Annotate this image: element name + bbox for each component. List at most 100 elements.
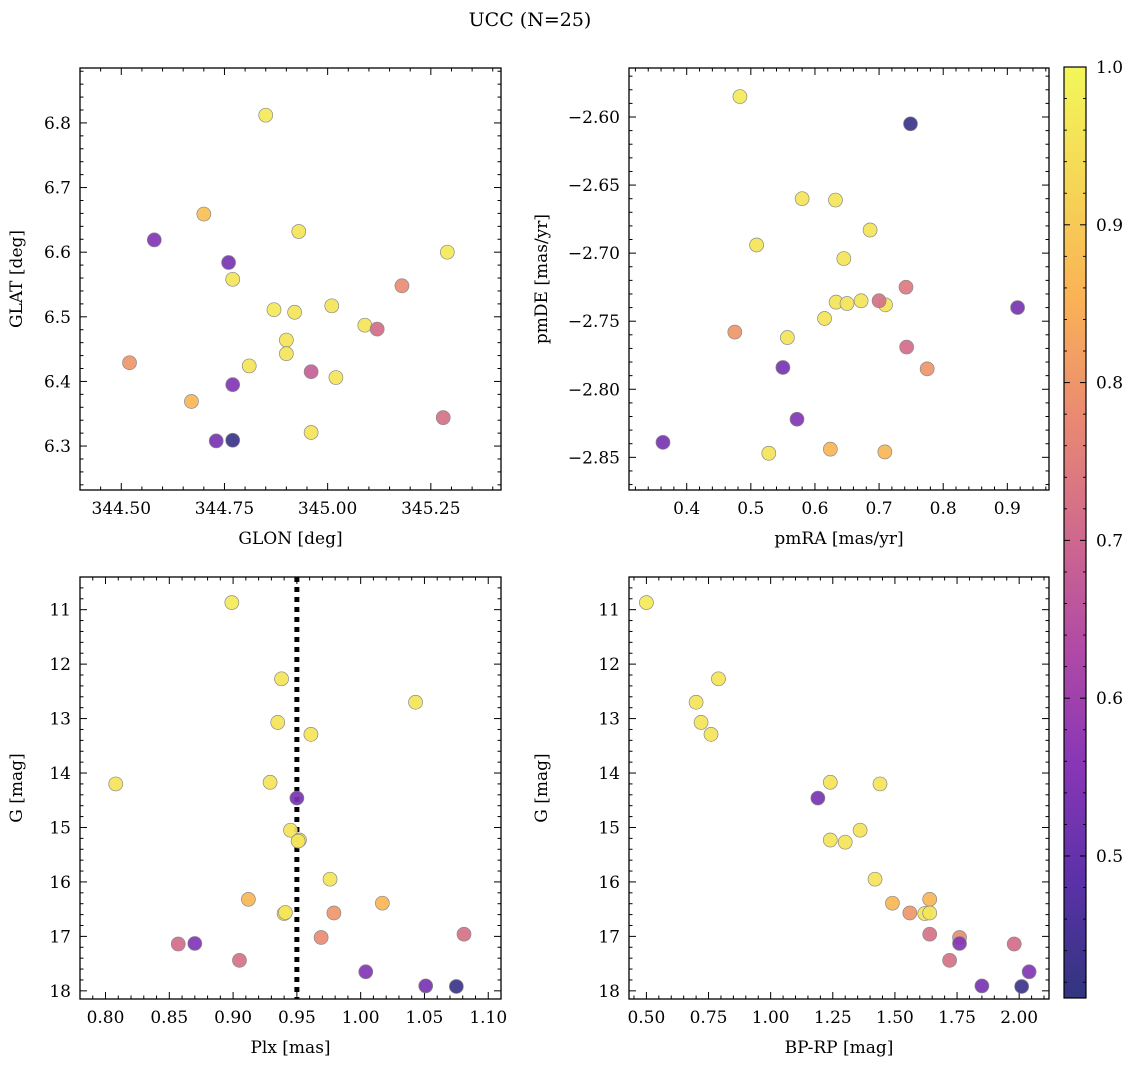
panel-pmra-pmde: 0.4 0.5 0.6 0.7 0.8 0.9 −2.85 −2.80 −2.75 −2.70 −2… [532,67,1050,549]
y-tick-label: −2.75 [568,312,620,332]
x-tick-label: 1.00 [752,1008,790,1028]
scatter-point [358,964,374,980]
colorbar-tick-label: 0.8 [1096,374,1123,394]
y-axis-label: G [mag] [7,753,27,822]
y-axis-label: pmDE [mas/yr] [532,214,552,344]
y-tick-label: −2.60 [568,108,620,128]
scatter-point [303,727,319,742]
scatter-point [780,330,795,345]
scatter-point [922,905,938,921]
scatter-point [836,251,852,266]
scatter-point [828,192,843,208]
scatter-point [1021,964,1037,980]
y-tick-label: 16 [49,873,71,893]
x-axis-label: Plx [mas] [250,1038,330,1058]
x-tick-label: 344.50 [92,499,151,519]
scatter-point [898,279,914,295]
scatter-point [749,237,764,253]
scatter-point [291,224,307,239]
scatter-point [258,107,274,123]
y-tick-label: 17 [49,927,71,947]
scatter-point [862,222,878,238]
scatter-point [279,332,294,348]
x-tick-label: 0.85 [150,1008,188,1028]
panel-glon-glat: 344.50 344.75 345.00 345.25 6.3 6.4 6.5 6.6 6.7 6… [7,67,502,549]
y-axis-label: G [mag] [532,753,552,822]
x-tick-label: 1.00 [342,1008,380,1028]
y-tick-label: −2.85 [568,448,620,468]
y-tick-label: 6.3 [44,437,71,457]
x-axis-label: BP-RP [mag] [785,1038,894,1058]
scatter-point [418,978,434,994]
scatter-point [313,930,329,945]
scatter-point [232,952,247,968]
scatter-point [727,324,743,340]
x-tick-label: 1.75 [938,1008,976,1028]
colorbar-tick-label: 0.6 [1096,689,1123,709]
scatter-point [732,89,748,104]
y-axis-label: GLAT [deg] [7,230,27,328]
y-tick-label: 15 [598,818,620,838]
scatter-point [394,278,410,294]
scatter-point [303,425,319,440]
scatter-point [794,191,810,207]
scatter-point [274,671,289,687]
scatter-point [919,361,935,377]
scatter-point [456,926,472,942]
scatter-point [266,302,282,318]
scatter-point [872,776,888,792]
axes-frame [79,576,502,1000]
scatter-point [775,360,791,375]
y-tick-label: −2.65 [568,176,620,196]
y-tick-label: 16 [598,873,620,893]
scatter-point [357,317,373,333]
scatter-point [839,296,855,311]
scatter-point [303,364,319,380]
colorbar-gradient [1063,66,1087,999]
scatter-point [922,926,938,942]
scatter-point [789,411,805,427]
y-tick-label: 13 [49,710,71,730]
scatter-point [225,271,241,287]
panel-bprp-g: 0.50 0.75 1.00 1.25 1.50 1.75 2.00 11 12 13 14 15 16… [532,576,1050,1058]
scatter-point [817,311,832,326]
scatter-point [225,432,241,448]
panel-plx-g: 0.80 0.85 0.90 0.95 1.00 1.05 1.10 11 12 13 14 15 16… [7,576,507,1058]
scatter-point [922,892,938,907]
scatter-point [1014,979,1030,994]
scatter-point [146,232,162,248]
x-tick-label: 0.80 [87,1008,125,1028]
y-tick-label: 17 [598,927,620,947]
axes-frame [628,576,1050,1000]
scatter-point [283,822,298,838]
x-tick-label: 1.25 [814,1008,852,1028]
colorbar-tick-label: 0.7 [1096,531,1123,551]
scatter-point [279,346,294,361]
x-tick-label: 2.00 [1000,1008,1038,1028]
scatter-point [693,715,709,730]
scatter-point [326,905,342,921]
scatter-point [221,255,236,270]
x-tick-label: 0.8 [930,499,957,519]
scatter-point [942,952,957,968]
x-tick-label: 1.50 [876,1008,914,1028]
y-tick-label: 13 [598,710,620,730]
y-tick-label: 11 [49,601,71,621]
scatter-point [369,321,385,337]
scatter-point [208,433,224,449]
y-tick-label: 12 [598,655,620,675]
axes-frame [79,67,502,491]
x-tick-label: 0.5 [737,499,764,519]
colorbar-tick-label: 0.5 [1096,847,1123,867]
scatter-point [1006,936,1022,952]
scatter-point [184,394,199,409]
x-tick-label: 344.75 [195,499,254,519]
y-tick-label: −2.70 [568,244,620,264]
x-tick-label: 0.90 [214,1008,252,1028]
scatter-point [375,895,390,911]
scatter-point [703,727,719,742]
scatter-point [448,979,464,994]
scatter-point [810,790,826,806]
scatter-point [837,834,853,850]
scatter-point [324,298,340,314]
